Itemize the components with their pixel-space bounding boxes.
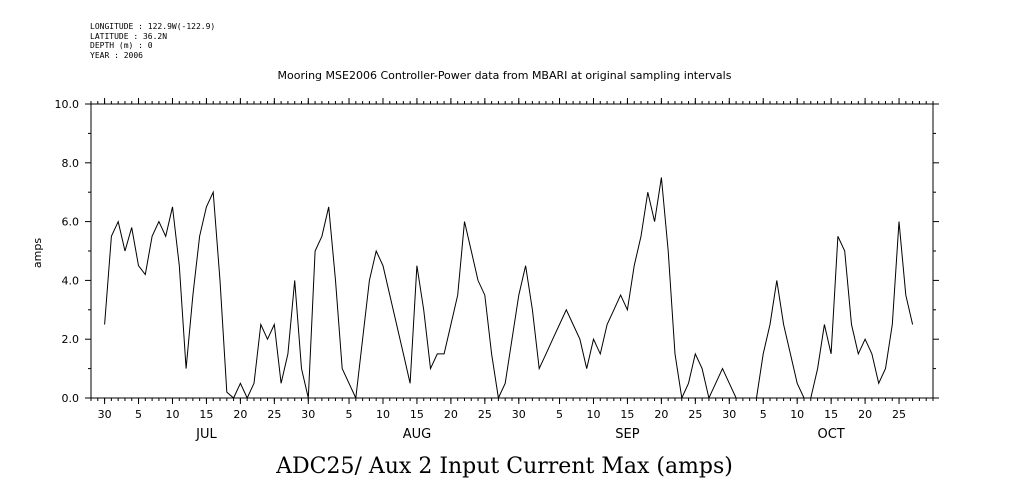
x-tick-label: 25 — [688, 408, 702, 421]
x-tick-label: 30 — [722, 408, 736, 421]
x-tick-label: 10 — [376, 408, 390, 421]
metadata-block: LONGITUDE : 122.9W(-122.9) LATITUDE : 36… — [90, 22, 215, 60]
x-tick-label: 25 — [267, 408, 281, 421]
series-line — [104, 177, 914, 400]
x-tick-label: 5 — [760, 408, 767, 421]
x-tick-label: 30 — [301, 408, 315, 421]
y-axis-label: amps — [31, 238, 44, 268]
x-tick-label: 30 — [512, 408, 526, 421]
x-axis-caption: ADC25/ Aux 2 Input Current Max (amps) — [276, 454, 733, 479]
y-tick-label: 4.0 — [62, 274, 80, 287]
x-tick-label: 10 — [165, 408, 179, 421]
y-tick-label: 2.0 — [62, 333, 80, 346]
month-label: JUL — [195, 427, 217, 442]
y-tick-label: 10.0 — [55, 98, 80, 111]
x-tick-label: 10 — [586, 408, 600, 421]
depth-label: DEPTH (m) : 0 — [90, 41, 153, 50]
y-tick-label: 6.0 — [62, 216, 80, 229]
x-tick-label: 5 — [556, 408, 563, 421]
y-tick-label: 8.0 — [62, 157, 80, 170]
year-label: YEAR : 2006 — [90, 50, 143, 60]
x-tick-label: 25 — [892, 408, 906, 421]
x-tick-label: 20 — [233, 408, 247, 421]
month-label: OCT — [818, 427, 845, 442]
x-tick-label: 15 — [410, 408, 424, 421]
y-axis: 0.0 2.0 4.0 6.0 8.0 10.0 — [55, 98, 939, 405]
x-tick-label: 20 — [654, 408, 668, 421]
chart-title: Mooring MSE2006 Controller-Power data fr… — [277, 69, 732, 82]
x-tick-label: 5 — [135, 408, 142, 421]
x-tick-label: 10 — [790, 408, 804, 421]
latitude-label: LATITUDE : 36.2N — [90, 31, 168, 41]
x-tick-label: 25 — [478, 408, 492, 421]
x-tick-label: 15 — [620, 408, 634, 421]
longitude-label: LONGITUDE : 122.9W(-122.9) — [90, 22, 216, 31]
x-tick-label: 15 — [824, 408, 838, 421]
x-tick-label: 20 — [444, 408, 458, 421]
x-axis: 30 5 10 15 20 25 30 5 10 15 20 25 30 5 10 15 20 25 30 5 10 15… — [90, 98, 934, 442]
month-label: SEP — [615, 427, 639, 442]
x-tick-label: 30 — [98, 408, 112, 421]
x-tick-label: 5 — [346, 408, 353, 421]
y-tick-label: 0.0 — [62, 392, 80, 405]
x-tick-label: 15 — [199, 408, 213, 421]
x-tick-label: 20 — [858, 408, 872, 421]
month-label: AUG — [403, 427, 431, 442]
